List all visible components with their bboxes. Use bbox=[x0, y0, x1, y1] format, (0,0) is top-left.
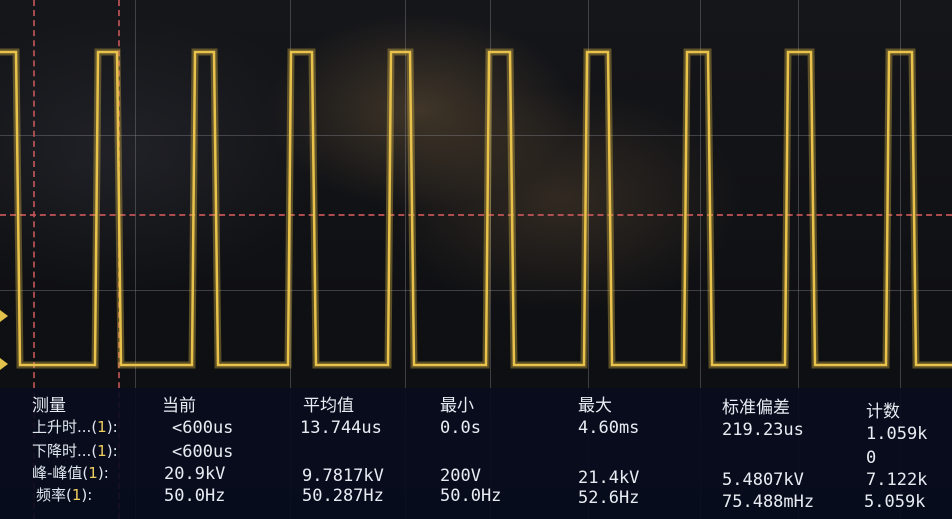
rise-mean: 13.744us bbox=[300, 418, 382, 438]
trace-glow bbox=[0, 48, 952, 369]
label-suffix: : bbox=[112, 442, 118, 460]
grid-line bbox=[135, 0, 136, 519]
pp-count: 7.122k bbox=[866, 470, 928, 490]
pp-min: 200V bbox=[440, 466, 481, 486]
grid-line bbox=[405, 0, 406, 519]
label-text: 下降时... bbox=[32, 442, 92, 460]
grid-line bbox=[0, 135, 952, 136]
fall-count: 0 bbox=[866, 448, 877, 468]
rise-current: <600us bbox=[172, 418, 234, 438]
trace-line bbox=[0, 50, 952, 367]
grid-line bbox=[0, 290, 952, 291]
label-text: 频率 bbox=[36, 486, 67, 504]
grid-line bbox=[290, 0, 291, 519]
header-current: 当前 bbox=[162, 396, 196, 416]
channel-marker-icon bbox=[0, 310, 8, 322]
row-label-fall: 下降时...(1): bbox=[32, 442, 118, 460]
header-min: 最小 bbox=[440, 396, 474, 416]
pp-std: 5.4807kV bbox=[722, 470, 804, 490]
header-measure: 测量 bbox=[32, 396, 66, 416]
trigger-position-line bbox=[33, 0, 35, 519]
rise-min: 0.0s bbox=[440, 418, 481, 438]
grid-line bbox=[490, 0, 491, 519]
header-count: 计数 bbox=[866, 402, 900, 422]
channel-number: 1 bbox=[97, 442, 107, 460]
grid-line bbox=[588, 0, 589, 519]
ground-marker-icon bbox=[0, 358, 8, 370]
channel-number: 1 bbox=[71, 486, 82, 504]
label-suffix: : bbox=[112, 418, 118, 436]
grid-line bbox=[900, 0, 901, 519]
row-label-frequency: 频率(1): bbox=[36, 486, 93, 504]
measurement-panel: 测量 当前 平均值 最小 最大 标准偏差 计数 上升时...(1): <600u… bbox=[0, 388, 952, 519]
grid-line bbox=[798, 0, 799, 519]
freq-min: 50.0Hz bbox=[440, 486, 502, 506]
trigger-level-line bbox=[0, 214, 952, 216]
header-std: 标准偏差 bbox=[722, 398, 790, 418]
fall-current: <600us bbox=[172, 442, 234, 462]
grid-line bbox=[700, 0, 701, 519]
channel-number: 1 bbox=[88, 464, 98, 482]
rise-std: 219.23us bbox=[722, 420, 804, 440]
row-label-peak-peak: 峰-峰值(1): bbox=[32, 464, 109, 482]
freq-std: 75.488mHz bbox=[722, 492, 815, 512]
channel-number: 1 bbox=[97, 418, 107, 436]
freq-current: 50.0Hz bbox=[164, 486, 226, 506]
label-text: 峰-峰值 bbox=[32, 464, 83, 482]
label-suffix: : bbox=[87, 486, 93, 504]
pp-mean: 9.7817kV bbox=[302, 466, 384, 486]
pp-current: 20.9kV bbox=[164, 464, 226, 484]
rise-count: 1.059k bbox=[866, 424, 928, 444]
pp-max: 21.4kV bbox=[578, 468, 640, 488]
header-max: 最大 bbox=[578, 396, 612, 416]
freq-max: 52.6Hz bbox=[578, 488, 640, 508]
label-suffix: : bbox=[103, 464, 109, 482]
rise-max: 4.60ms bbox=[578, 418, 640, 438]
header-mean: 平均值 bbox=[303, 396, 354, 416]
row-label-rise: 上升时...(1): bbox=[32, 418, 118, 436]
label-text: 上升时... bbox=[32, 418, 92, 436]
freq-mean: 50.287Hz bbox=[302, 486, 384, 506]
freq-count: 5.059k bbox=[864, 492, 926, 512]
